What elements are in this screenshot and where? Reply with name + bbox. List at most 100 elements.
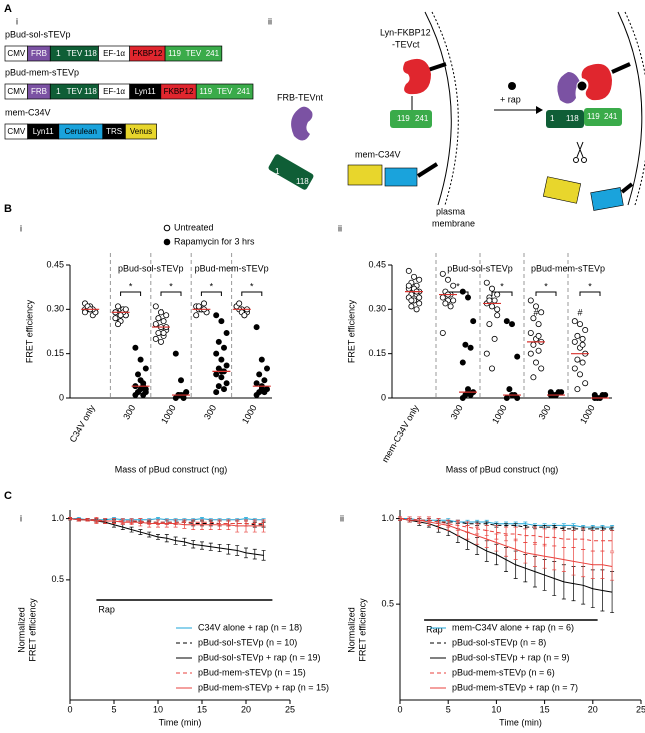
- data-point: [494, 312, 501, 319]
- significance-mark: *: [544, 281, 548, 291]
- segment-label: FRB: [31, 49, 47, 58]
- fkbp12: [581, 63, 612, 101]
- frb: [291, 106, 313, 141]
- significance-mark: *: [169, 281, 173, 291]
- frb: [557, 72, 580, 104]
- segment-label: TRS: [106, 127, 122, 136]
- data-point: [535, 321, 542, 328]
- legend-label: Rapamycin for 3 hrs: [174, 236, 255, 246]
- significance-bracket: [160, 291, 182, 296]
- x-tick-label: 20: [241, 704, 251, 714]
- venus: [347, 164, 383, 186]
- significance-mark: *: [588, 281, 592, 291]
- data-point: [582, 380, 589, 387]
- data-point: [459, 359, 466, 366]
- legend-label: pBud-sol-sTEVp (n = 10): [198, 637, 297, 647]
- x-tick-label: 300: [449, 403, 465, 421]
- data-point: [416, 300, 423, 307]
- data-point: [256, 371, 263, 378]
- data-point: [577, 321, 584, 328]
- data-point: [241, 312, 248, 319]
- significance-bracket: [491, 291, 513, 296]
- segment-label: CMV: [7, 87, 25, 96]
- data-point: [253, 324, 260, 331]
- legend-label: pBud-mem-sTEVp (n = 15): [198, 667, 306, 677]
- data-point: [533, 359, 540, 366]
- cerulean: [590, 187, 624, 211]
- data-point: [577, 371, 584, 378]
- x-tick-label: 5: [111, 704, 116, 714]
- data-point: [439, 294, 446, 301]
- y-tick-label: 0.30: [368, 304, 386, 314]
- data-point: [213, 371, 220, 378]
- lyn-anchor: [427, 62, 447, 72]
- y-axis-label: Normalized: [346, 607, 356, 653]
- hash-mark: #: [533, 307, 538, 317]
- significance-mark: *: [210, 281, 214, 291]
- construct-segment: [125, 123, 157, 140]
- data-point: [491, 297, 498, 304]
- data-point: [503, 318, 510, 325]
- data-point: [574, 386, 581, 393]
- data-point: [218, 356, 225, 363]
- construct-name: mem-C34V: [5, 107, 51, 117]
- y-tick-label: 0.5: [51, 574, 64, 584]
- rap-label: Rap: [426, 624, 443, 634]
- data-point: [447, 303, 454, 310]
- label: membrane: [432, 218, 475, 228]
- segment-label: Lyn11: [135, 87, 156, 96]
- data-point: [220, 344, 227, 351]
- construct-segment: [195, 83, 254, 100]
- data-point: [137, 377, 144, 384]
- label: 119: [587, 112, 600, 121]
- data-point: [218, 374, 225, 381]
- y-axis-label: FRET efficiency: [27, 598, 37, 662]
- significance-bracket: [200, 291, 222, 296]
- data-point: [488, 365, 495, 372]
- segment-label: Venus: [130, 127, 152, 136]
- data-point: [535, 332, 542, 339]
- significance-bracket: [579, 291, 601, 296]
- data-point: [213, 389, 220, 396]
- legend-label: mem-C34V alone + rap (n = 6): [452, 622, 574, 632]
- segment-label: 241: [206, 49, 220, 58]
- y-tick-label: 0.30: [46, 304, 64, 314]
- series-line: [69, 518, 264, 524]
- data-point: [223, 362, 230, 369]
- data-point: [215, 383, 222, 390]
- group-label: pBud-mem-sTEVp: [531, 263, 605, 273]
- y-tick-label: 0.15: [46, 348, 64, 358]
- data-point: [442, 300, 449, 307]
- error-bar: [261, 550, 266, 561]
- data-point: [506, 386, 513, 393]
- y-tick-label: 0.5: [381, 599, 394, 609]
- x-tick-label: 15: [197, 704, 207, 714]
- segment-label: 241: [237, 87, 251, 96]
- error-bar: [610, 530, 615, 552]
- scissors: [573, 141, 587, 163]
- data-point: [535, 347, 542, 354]
- data-point: [527, 297, 534, 304]
- series-line: [69, 518, 264, 527]
- segment-label: 118: [84, 49, 97, 58]
- significance-mark: *: [250, 281, 254, 291]
- mechanism-diagram: ii Lyn-FKBP12 -TEVct 119 241 FRB-TEVnt 1…: [268, 11, 645, 228]
- data-point: [439, 270, 446, 277]
- significance-bracket: [535, 291, 557, 296]
- membrane: [431, 11, 459, 206]
- data-point: [152, 321, 159, 328]
- fkbp12: [403, 58, 431, 95]
- label: 241: [604, 112, 618, 121]
- data-point: [488, 303, 495, 310]
- data-point: [155, 315, 162, 322]
- data-point: [183, 389, 190, 396]
- segment-label: TEV: [67, 49, 83, 58]
- rapamycin: [576, 80, 588, 92]
- y-tick-label: 1.0: [381, 513, 394, 523]
- segment-label: CMV: [7, 49, 25, 58]
- data-point: [459, 394, 466, 401]
- segment-label: TEV: [186, 49, 202, 58]
- membrane: [617, 11, 643, 206]
- data-point: [488, 285, 495, 292]
- tev-c: [390, 110, 432, 128]
